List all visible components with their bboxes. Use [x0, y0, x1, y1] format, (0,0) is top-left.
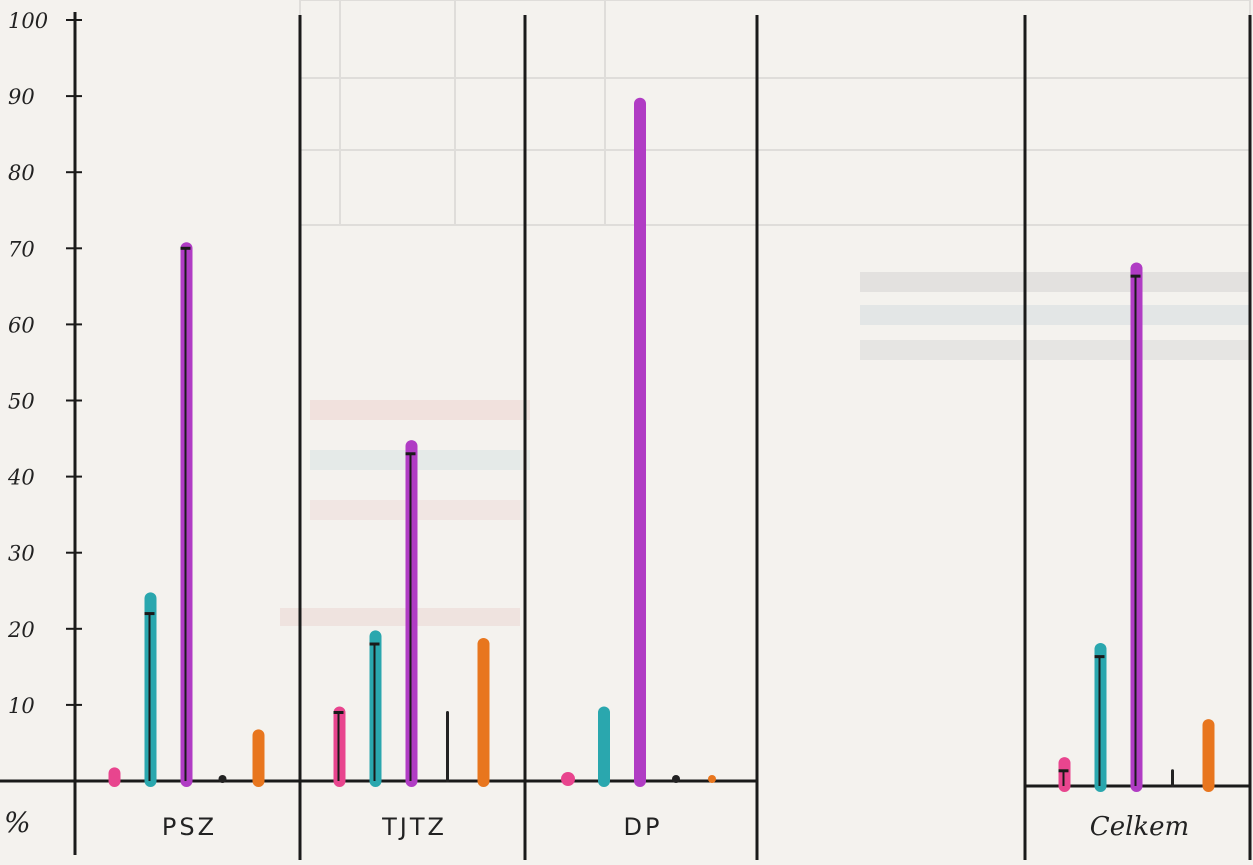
bar-dp-4: [672, 775, 680, 783]
y-tick-label: 10: [8, 694, 35, 718]
bar-dp-1: [561, 772, 575, 786]
paper-show-through: [280, 0, 1251, 626]
y-tick-label: 60: [8, 313, 35, 337]
category-label-psz: PSZ: [162, 813, 217, 841]
y-ticks-layer: 100 90 80 70 60 50 40 30 20 10%: [4, 9, 82, 839]
category-labels-layer: PSZ TJTZ DP Celkem: [162, 812, 1189, 842]
y-tick-label: 90: [8, 85, 35, 109]
y-tick-label: 30: [8, 542, 35, 566]
y-tick-label: 70: [8, 237, 35, 261]
bar-psz-4: [218, 775, 227, 783]
category-label-tjtz: TJTZ: [381, 813, 447, 841]
y-tick-label: 20: [7, 618, 35, 642]
y-tick-label: 50: [8, 390, 35, 414]
y-unit-label: %: [4, 806, 31, 839]
y-tick-label: 80: [8, 161, 35, 185]
y-tick-label: 100: [8, 9, 48, 33]
y-tick-label: 40: [7, 466, 35, 490]
bars-layer: [108, 97, 1215, 792]
category-label-celkem: Celkem: [1090, 812, 1189, 842]
category-label-dp: DP: [624, 813, 663, 841]
bar-dp-5: [708, 775, 716, 783]
